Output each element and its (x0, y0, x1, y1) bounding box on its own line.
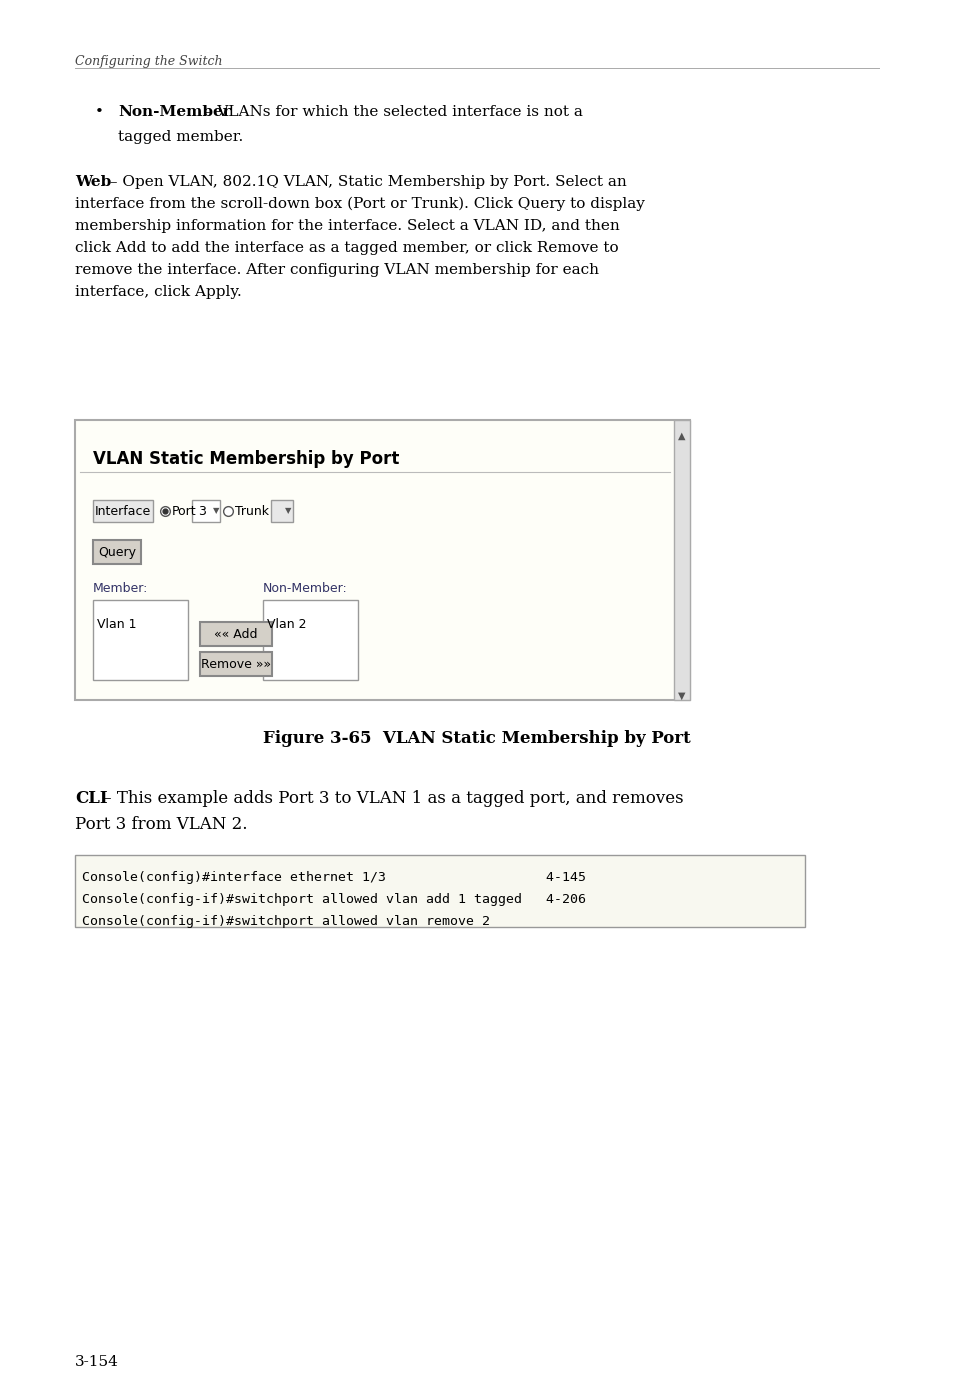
Text: ▼: ▼ (678, 691, 685, 701)
Text: Non-Member: Non-Member (118, 105, 231, 119)
Text: VLAN Static Membership by Port: VLAN Static Membership by Port (92, 450, 399, 468)
FancyBboxPatch shape (75, 855, 804, 927)
FancyBboxPatch shape (92, 600, 188, 680)
Text: Web: Web (75, 175, 112, 189)
Text: Console(config)#interface ethernet 1/3                    4-145: Console(config)#interface ethernet 1/3 4… (82, 872, 585, 884)
Text: Interface: Interface (94, 504, 151, 518)
FancyBboxPatch shape (92, 500, 152, 522)
Text: CLI: CLI (75, 790, 108, 806)
Text: Vlan 1: Vlan 1 (97, 618, 136, 632)
Text: Member:: Member: (92, 582, 149, 595)
Text: interface from the scroll-down box (Port or Trunk). Click Query to display: interface from the scroll-down box (Port… (75, 197, 644, 211)
Text: ▼: ▼ (285, 507, 292, 515)
Text: Port: Port (172, 504, 196, 518)
Text: Query: Query (98, 545, 136, 558)
FancyBboxPatch shape (200, 622, 272, 645)
FancyBboxPatch shape (673, 421, 689, 700)
FancyBboxPatch shape (92, 540, 141, 564)
Text: remove the interface. After configuring VLAN membership for each: remove the interface. After configuring … (75, 262, 598, 278)
Text: membership information for the interface. Select a VLAN ID, and then: membership information for the interface… (75, 219, 619, 233)
FancyBboxPatch shape (75, 421, 689, 700)
Text: •: • (95, 105, 104, 119)
Text: click Add to add the interface as a tagged member, or click Remove to: click Add to add the interface as a tagg… (75, 242, 618, 255)
Text: Configuring the Switch: Configuring the Switch (75, 56, 222, 68)
Text: Non-Member:: Non-Member: (263, 582, 348, 595)
Text: Figure 3-65  VLAN Static Membership by Port: Figure 3-65 VLAN Static Membership by Po… (263, 730, 690, 747)
Text: «« Add: «« Add (214, 627, 257, 640)
FancyBboxPatch shape (263, 600, 357, 680)
Text: ▲: ▲ (678, 432, 685, 441)
Text: – This example adds Port 3 to VLAN 1 as a tagged port, and removes: – This example adds Port 3 to VLAN 1 as … (98, 790, 683, 806)
Text: Remove »»: Remove »» (201, 658, 271, 670)
Text: tagged member.: tagged member. (118, 130, 243, 144)
FancyBboxPatch shape (200, 652, 272, 676)
Text: – Open VLAN, 802.1Q VLAN, Static Membership by Port. Select an: – Open VLAN, 802.1Q VLAN, Static Members… (105, 175, 626, 189)
FancyBboxPatch shape (271, 500, 293, 522)
Text: Vlan 2: Vlan 2 (267, 618, 306, 632)
Text: 3: 3 (198, 504, 206, 518)
Text: 3-154: 3-154 (75, 1355, 119, 1369)
Text: interface, click Apply.: interface, click Apply. (75, 285, 241, 298)
Text: Console(config-if)#switchport allowed vlan remove 2: Console(config-if)#switchport allowed vl… (82, 915, 490, 929)
Text: Port 3 from VLAN 2.: Port 3 from VLAN 2. (75, 816, 247, 833)
Text: Console(config-if)#switchport allowed vlan add 1 tagged   4-206: Console(config-if)#switchport allowed vl… (82, 892, 585, 906)
Text: – VLANs for which the selected interface is not a: – VLANs for which the selected interface… (200, 105, 582, 119)
Text: Trunk: Trunk (234, 504, 269, 518)
Text: ▼: ▼ (213, 507, 219, 515)
FancyBboxPatch shape (192, 500, 220, 522)
